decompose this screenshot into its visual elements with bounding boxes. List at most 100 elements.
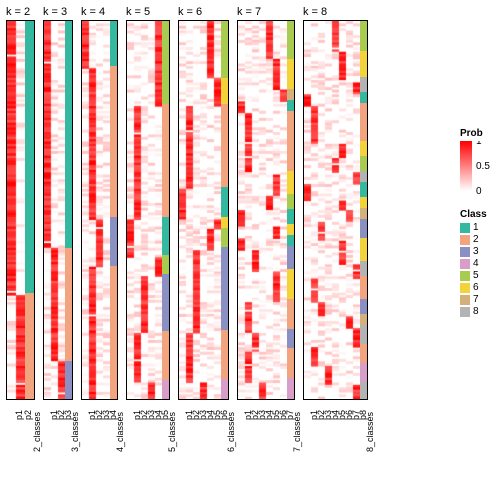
class-band xyxy=(162,104,169,217)
class-band xyxy=(360,325,367,344)
class-band xyxy=(287,111,294,171)
prob-matrix xyxy=(44,21,65,399)
panel-k7: k = 7 p1p2p3p4p5p6p77_classes xyxy=(237,6,295,446)
panel-k4: k = 4 p1p2p3p44_classes xyxy=(81,6,118,446)
class-band xyxy=(287,269,294,299)
class-band xyxy=(360,182,367,197)
heatmap xyxy=(6,20,35,400)
class-band xyxy=(221,228,228,247)
legend-swatch xyxy=(460,223,470,233)
panel-k6: k = 6p1p2p3p4p5p66_classes xyxy=(178,6,229,446)
class-column xyxy=(287,21,294,399)
class-band xyxy=(110,21,117,66)
class-band xyxy=(287,348,294,378)
class-band xyxy=(360,156,367,171)
class-band xyxy=(25,21,34,293)
panel-k3: k = 3p1p2p33_classes xyxy=(43,6,73,446)
legend-item: 2 xyxy=(460,234,500,245)
class-column xyxy=(162,21,169,399)
legend-item: 8 xyxy=(460,306,500,317)
class-column xyxy=(65,21,72,399)
class-band xyxy=(287,194,294,209)
prob-matrix xyxy=(7,21,25,399)
class-band xyxy=(360,77,367,92)
legend-item: 6 xyxy=(460,282,500,293)
svg-text:1: 1 xyxy=(476,141,482,147)
x-axis-labels: p1p2p3p4p5p6p7p88_classes xyxy=(303,400,366,446)
class-column xyxy=(110,21,117,399)
legend-label: 1 xyxy=(473,222,479,233)
class-band xyxy=(221,247,228,330)
class-band xyxy=(287,235,294,246)
class-band xyxy=(360,92,367,103)
x-axis-labels: p1p2p3p4p55_classes xyxy=(126,400,168,446)
class-band xyxy=(360,276,367,299)
class-band xyxy=(360,261,367,276)
prob-matrix xyxy=(127,21,162,399)
class-band xyxy=(360,363,367,382)
legend-label: 2 xyxy=(473,234,479,245)
panel-title: k = 2 xyxy=(6,6,35,18)
prob-matrix xyxy=(304,21,360,399)
heatmap xyxy=(237,20,295,400)
panel-title: k = 6 xyxy=(178,6,229,18)
class-band xyxy=(360,103,367,141)
x-tick-label-classes: 8_classes xyxy=(365,412,375,452)
class-band xyxy=(360,314,367,325)
class-band xyxy=(360,382,367,399)
x-axis-labels: p1p2p3p44_classes xyxy=(81,400,116,446)
panel-title: k = 3 xyxy=(43,6,73,18)
x-tick-label-classes: 3_classes xyxy=(70,412,80,452)
x-tick-label-classes: 4_classes xyxy=(115,412,125,452)
class-band xyxy=(287,246,294,269)
class-band xyxy=(360,171,367,182)
legend-item: 5 xyxy=(460,270,500,281)
x-axis-labels: p1p2p3p4p5p6p77_classes xyxy=(237,400,293,446)
class-band xyxy=(162,217,169,255)
panel-k8: k = 8 p1p2p3p4p5p6p7p88_classes xyxy=(303,6,368,446)
class-band xyxy=(65,21,72,248)
legend-label: 3 xyxy=(473,246,479,257)
panel-title: k = 7 xyxy=(237,6,295,18)
class-band xyxy=(162,274,169,331)
heatmap xyxy=(81,20,118,400)
x-tick-label-classes: 6_classes xyxy=(226,412,236,452)
legend-label: 4 xyxy=(473,258,479,269)
class-band xyxy=(287,378,294,399)
class-band xyxy=(162,380,169,399)
class-band xyxy=(360,141,367,156)
class-band xyxy=(221,379,228,399)
legend-swatch xyxy=(460,259,470,269)
panels-row: k = 2p1p22_classesk = 3p1p2p33_classesk … xyxy=(6,6,376,446)
class-band xyxy=(360,344,367,363)
panel-title: k = 8 xyxy=(303,6,368,18)
class-band xyxy=(287,329,294,348)
class-column xyxy=(221,21,228,399)
heatmap xyxy=(303,20,368,400)
class-band xyxy=(110,266,117,399)
legend-swatch xyxy=(460,295,470,305)
class-band xyxy=(287,21,294,59)
legend-swatch xyxy=(460,247,470,257)
panel-title: k = 4 xyxy=(81,6,118,18)
class-band xyxy=(360,197,367,208)
legend-label: 6 xyxy=(473,282,479,293)
svg-text:0: 0 xyxy=(476,186,482,197)
prob-legend-title: Prob xyxy=(460,128,500,139)
class-band xyxy=(360,51,367,77)
class-legend-items: 12345678 xyxy=(460,222,500,317)
class-band xyxy=(221,104,228,187)
x-tick-label-classes: 7_classes xyxy=(292,412,302,452)
class-band xyxy=(360,219,367,238)
class-band xyxy=(162,21,169,104)
x-axis-labels: p1p22_classes xyxy=(6,400,33,446)
class-band xyxy=(221,217,228,228)
prob-matrix xyxy=(238,21,287,399)
class-band xyxy=(65,248,72,361)
class-band xyxy=(65,361,72,399)
legend-item: 7 xyxy=(460,294,500,305)
class-band xyxy=(287,59,294,89)
legend-label: 5 xyxy=(473,270,479,281)
panel-k5: k = 5p1p2p3p4p55_classes xyxy=(126,6,170,446)
heatmap xyxy=(178,20,229,400)
